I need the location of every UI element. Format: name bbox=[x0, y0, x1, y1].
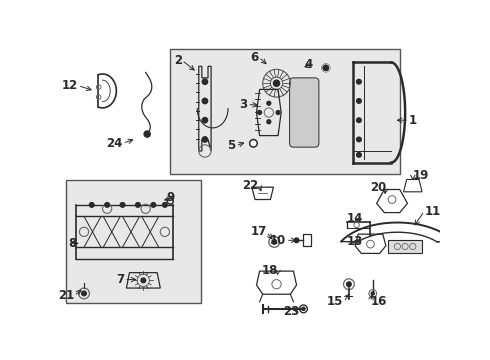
Text: 2: 2 bbox=[173, 54, 182, 67]
Circle shape bbox=[267, 101, 271, 105]
Bar bbox=[66, 180, 201, 303]
Circle shape bbox=[251, 141, 256, 145]
Circle shape bbox=[371, 292, 374, 295]
Circle shape bbox=[82, 291, 86, 296]
Circle shape bbox=[202, 117, 208, 123]
Text: 18: 18 bbox=[262, 264, 278, 277]
Circle shape bbox=[357, 80, 361, 84]
Text: 21: 21 bbox=[58, 289, 74, 302]
Circle shape bbox=[357, 118, 361, 122]
Circle shape bbox=[169, 199, 172, 203]
Circle shape bbox=[357, 99, 361, 103]
Circle shape bbox=[202, 137, 208, 142]
Text: 19: 19 bbox=[413, 169, 429, 182]
Circle shape bbox=[357, 153, 361, 157]
Text: 24: 24 bbox=[106, 137, 122, 150]
Text: 4: 4 bbox=[304, 58, 313, 71]
Text: 10: 10 bbox=[270, 234, 286, 247]
Circle shape bbox=[267, 120, 271, 124]
Circle shape bbox=[136, 203, 140, 207]
Text: 12: 12 bbox=[62, 79, 78, 92]
Circle shape bbox=[163, 203, 167, 207]
Bar bbox=[171, 49, 400, 174]
Text: 5: 5 bbox=[227, 139, 236, 152]
FancyBboxPatch shape bbox=[290, 78, 319, 147]
Text: 15: 15 bbox=[327, 296, 343, 309]
Text: 9: 9 bbox=[166, 191, 174, 204]
Circle shape bbox=[89, 203, 94, 207]
Text: 16: 16 bbox=[370, 296, 387, 309]
Circle shape bbox=[249, 139, 257, 147]
Circle shape bbox=[120, 203, 125, 207]
Text: 17: 17 bbox=[250, 225, 267, 238]
Circle shape bbox=[346, 282, 351, 287]
Circle shape bbox=[167, 198, 173, 204]
Text: 13: 13 bbox=[346, 235, 363, 248]
Circle shape bbox=[302, 307, 305, 310]
Text: 23: 23 bbox=[283, 305, 300, 318]
Circle shape bbox=[144, 131, 150, 137]
Circle shape bbox=[258, 111, 262, 114]
Circle shape bbox=[202, 98, 208, 104]
Bar bbox=[388, 240, 422, 253]
Circle shape bbox=[273, 80, 280, 86]
Circle shape bbox=[272, 239, 276, 244]
Circle shape bbox=[202, 79, 208, 84]
Circle shape bbox=[322, 64, 330, 72]
Text: 1: 1 bbox=[409, 114, 417, 127]
Text: 7: 7 bbox=[116, 273, 124, 286]
Text: 6: 6 bbox=[250, 50, 259, 64]
Circle shape bbox=[357, 137, 361, 142]
Text: 20: 20 bbox=[369, 181, 386, 194]
Text: 3: 3 bbox=[239, 98, 247, 111]
Text: 11: 11 bbox=[424, 204, 441, 217]
Circle shape bbox=[294, 238, 299, 243]
Circle shape bbox=[151, 203, 156, 207]
Circle shape bbox=[105, 203, 109, 207]
Text: 8: 8 bbox=[69, 237, 77, 250]
Circle shape bbox=[276, 111, 280, 114]
Text: 14: 14 bbox=[346, 212, 363, 225]
Text: 22: 22 bbox=[243, 179, 259, 192]
Circle shape bbox=[141, 278, 146, 283]
